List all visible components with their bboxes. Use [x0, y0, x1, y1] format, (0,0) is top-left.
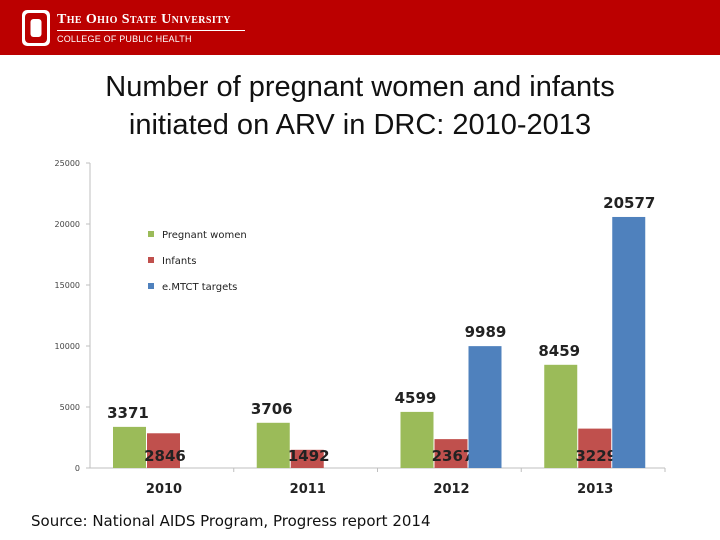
bar-e-mtct-targets-2012 [468, 346, 502, 468]
slide-title-line-1: Number of pregnant women and infants [105, 71, 615, 103]
legend-swatch [148, 257, 154, 263]
bar-infants-2012 [434, 439, 468, 468]
block-o-logo-icon [22, 10, 50, 46]
data-label: 9989 [465, 323, 507, 341]
bar-pregnant-women-2013 [544, 364, 578, 468]
slide-title: Number of pregnant women and infants ini… [0, 68, 720, 144]
bar-infants-2010 [147, 433, 180, 468]
y-tick-label: 0 [75, 464, 80, 473]
data-label: 2846 [144, 447, 186, 465]
data-label: 3706 [251, 400, 293, 418]
data-label: 20577 [603, 194, 655, 212]
bar-infants-2011 [290, 449, 324, 468]
x-tick-label: 2013 [577, 482, 613, 497]
legend-label: Pregnant women [162, 230, 247, 241]
bar-infants-2013 [578, 428, 612, 468]
x-tick-label: 2011 [290, 482, 326, 497]
slide-title-line-2: initiated on ARV in DRC: 2010-2013 [128, 109, 592, 141]
x-tick-label: 2010 [146, 482, 182, 497]
bar-pregnant-women-2010 [113, 426, 146, 468]
legend-label: e.MTCT targets [162, 282, 237, 293]
university-name: The Ohio State University [57, 12, 231, 27]
y-tick-label: 15000 [55, 281, 80, 290]
data-label: 3229 [575, 447, 617, 465]
bar-pregnant-women-2011 [256, 422, 290, 468]
data-label: 1492 [288, 447, 330, 465]
legend-swatch [148, 283, 154, 289]
data-label: 4599 [395, 389, 437, 407]
bar-e-mtct-targets-2013 [612, 216, 646, 468]
source-note: Source: National AIDS Program, Progress … [31, 512, 431, 530]
header-banner: The Ohio State University COLLEGE OF PUB… [0, 0, 720, 55]
data-label: 3371 [107, 404, 149, 422]
legend-label: Infants [162, 256, 196, 267]
legend-swatch [148, 231, 154, 237]
header-divider [57, 30, 245, 31]
bar-chart: 0 5000 10000 15000 20000 25000 2010 3371 2846 201… [55, 159, 666, 497]
data-label: 2367 [432, 447, 474, 465]
y-tick-label: 10000 [55, 342, 80, 351]
y-tick-label: 20000 [55, 220, 80, 229]
y-tick-label: 5000 [60, 403, 80, 412]
x-tick-label: 2012 [433, 482, 469, 497]
bar-pregnant-women-2012 [400, 411, 434, 468]
data-label: 8459 [538, 342, 580, 360]
y-tick-label: 25000 [55, 159, 80, 168]
college-name: COLLEGE OF PUBLIC HEALTH [57, 34, 192, 44]
source-note-text: Source: National AIDS Program, Progress … [31, 512, 431, 530]
